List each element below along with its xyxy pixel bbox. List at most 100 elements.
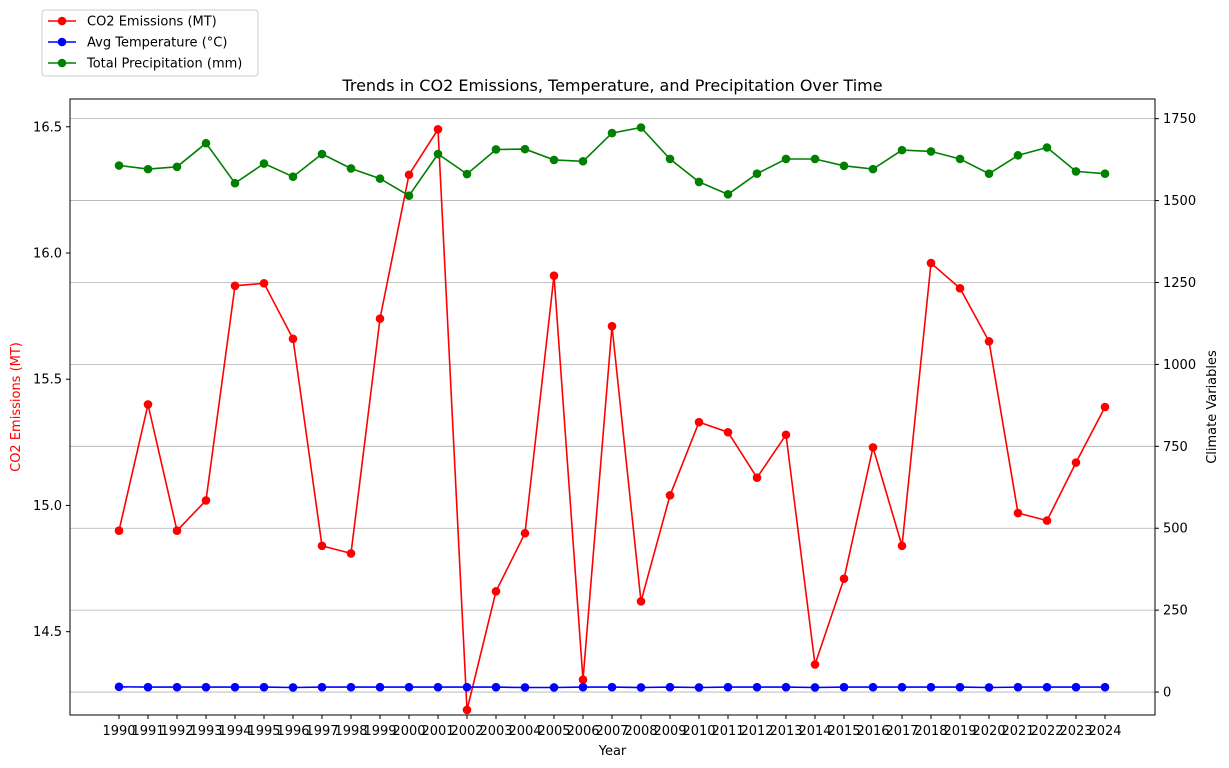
data-point	[781, 154, 791, 164]
data-point	[752, 473, 762, 482]
data-point	[1071, 682, 1081, 692]
data-point	[578, 682, 588, 692]
x-tick-label: 1992	[160, 724, 193, 739]
legend-label: CO2 Emissions (MT)	[87, 15, 217, 30]
x-tick-label: 1990	[102, 724, 135, 739]
x-tick-label: 2013	[769, 724, 802, 739]
data-point	[201, 138, 211, 148]
data-point	[230, 281, 240, 291]
x-tick-label: 1999	[363, 724, 396, 739]
data-point	[868, 682, 878, 692]
data-point	[636, 123, 646, 132]
legend-item: Total Precipitation (mm)	[48, 57, 242, 72]
data-point	[839, 574, 849, 583]
data-point	[288, 172, 298, 181]
data-point	[607, 321, 617, 331]
data-point	[491, 586, 501, 596]
data-point	[984, 683, 994, 692]
x-tick-label: 2024	[1088, 724, 1121, 739]
data-point	[1013, 151, 1023, 160]
data-point	[781, 682, 791, 692]
x-tick-label: 2017	[885, 724, 918, 739]
x-tick-label: 2012	[740, 724, 773, 739]
legend-box	[41, 9, 259, 77]
y-left-tick-label: 16.0	[33, 247, 62, 262]
data-point	[694, 417, 704, 427]
y-axis-right-label: Climate Variables	[1205, 350, 1220, 464]
legend-marker	[57, 58, 67, 68]
data-point	[433, 124, 443, 134]
x-tick-label: 2014	[798, 724, 831, 739]
x-axis: 1990199119921993199419951996199719981999…	[102, 715, 1122, 739]
x-tick-label: 2022	[1030, 724, 1063, 739]
data-point	[1042, 516, 1052, 525]
y-right-tick-label: 1500	[1163, 194, 1196, 209]
data-point	[694, 177, 704, 187]
x-tick-label: 1991	[131, 724, 164, 739]
chart-title: Trends in CO2 Emissions, Temperature, an…	[341, 76, 882, 95]
data-point	[752, 169, 762, 179]
y-right-tick-label: 750	[1163, 440, 1188, 455]
x-tick-label: 1993	[189, 724, 222, 739]
x-tick-label: 1994	[218, 724, 251, 739]
data-point	[404, 682, 414, 692]
data-point	[723, 682, 733, 692]
data-point	[433, 149, 443, 159]
data-point	[1100, 169, 1110, 179]
data-point	[926, 682, 936, 692]
y-left-tick-label: 14.5	[33, 625, 62, 640]
legend-label: Total Precipitation (mm)	[86, 57, 242, 72]
data-point	[1071, 167, 1081, 176]
x-tick-label: 2006	[566, 724, 599, 739]
x-tick-label: 2002	[450, 724, 483, 739]
data-point	[1013, 682, 1023, 692]
data-point	[868, 164, 878, 174]
x-tick-label: 2005	[537, 724, 570, 739]
data-point	[607, 682, 617, 692]
x-tick-label: 2021	[1001, 724, 1034, 739]
data-point	[143, 400, 153, 409]
data-point	[839, 682, 849, 692]
legend-marker	[57, 16, 67, 26]
data-point	[665, 491, 675, 500]
x-tick-label: 2011	[711, 724, 744, 739]
x-tick-label: 2020	[972, 724, 1005, 739]
data-point	[114, 682, 124, 692]
data-point	[114, 526, 124, 536]
legend-item: CO2 Emissions (MT)	[48, 15, 217, 30]
data-point	[636, 597, 646, 606]
x-axis-label: Year	[598, 744, 627, 759]
data-point	[955, 154, 965, 164]
data-point	[114, 161, 124, 170]
data-point	[375, 682, 385, 692]
series-0	[114, 124, 1110, 715]
data-point	[926, 258, 936, 268]
x-tick-label: 2010	[682, 724, 715, 739]
data-point	[346, 682, 356, 692]
y-right-tick-label: 0	[1163, 686, 1171, 701]
data-point	[462, 169, 472, 179]
data-point	[1100, 402, 1110, 412]
x-tick-label: 2019	[943, 724, 976, 739]
data-point	[346, 549, 356, 558]
legend-item: Avg Temperature (°C)	[48, 36, 227, 51]
data-point	[520, 144, 530, 154]
legend: CO2 Emissions (MT) Avg Temperature (°C) To…	[41, 9, 259, 77]
x-tick-label: 2018	[914, 724, 947, 739]
data-point	[868, 443, 878, 452]
y-right-tick-label: 1000	[1163, 358, 1196, 373]
data-point	[1071, 458, 1081, 467]
data-point	[317, 541, 327, 551]
data-point	[172, 682, 182, 692]
y-axis-right: 0 250 500 750 1000 1250 1500 1750	[1155, 112, 1196, 701]
data-point	[1013, 508, 1023, 518]
x-tick-label: 2016	[856, 724, 889, 739]
y-axis-left: 14.5 15.0 15.5 16.0 16.5	[33, 120, 70, 640]
y-axis-left-label: CO2 Emissions (MT)	[9, 342, 24, 472]
data-point	[897, 541, 907, 551]
data-point	[665, 682, 675, 692]
data-point	[288, 683, 298, 692]
y-right-tick-label: 500	[1163, 522, 1188, 537]
x-tick-label: 2015	[827, 724, 860, 739]
y-right-tick-label: 1250	[1163, 276, 1196, 291]
